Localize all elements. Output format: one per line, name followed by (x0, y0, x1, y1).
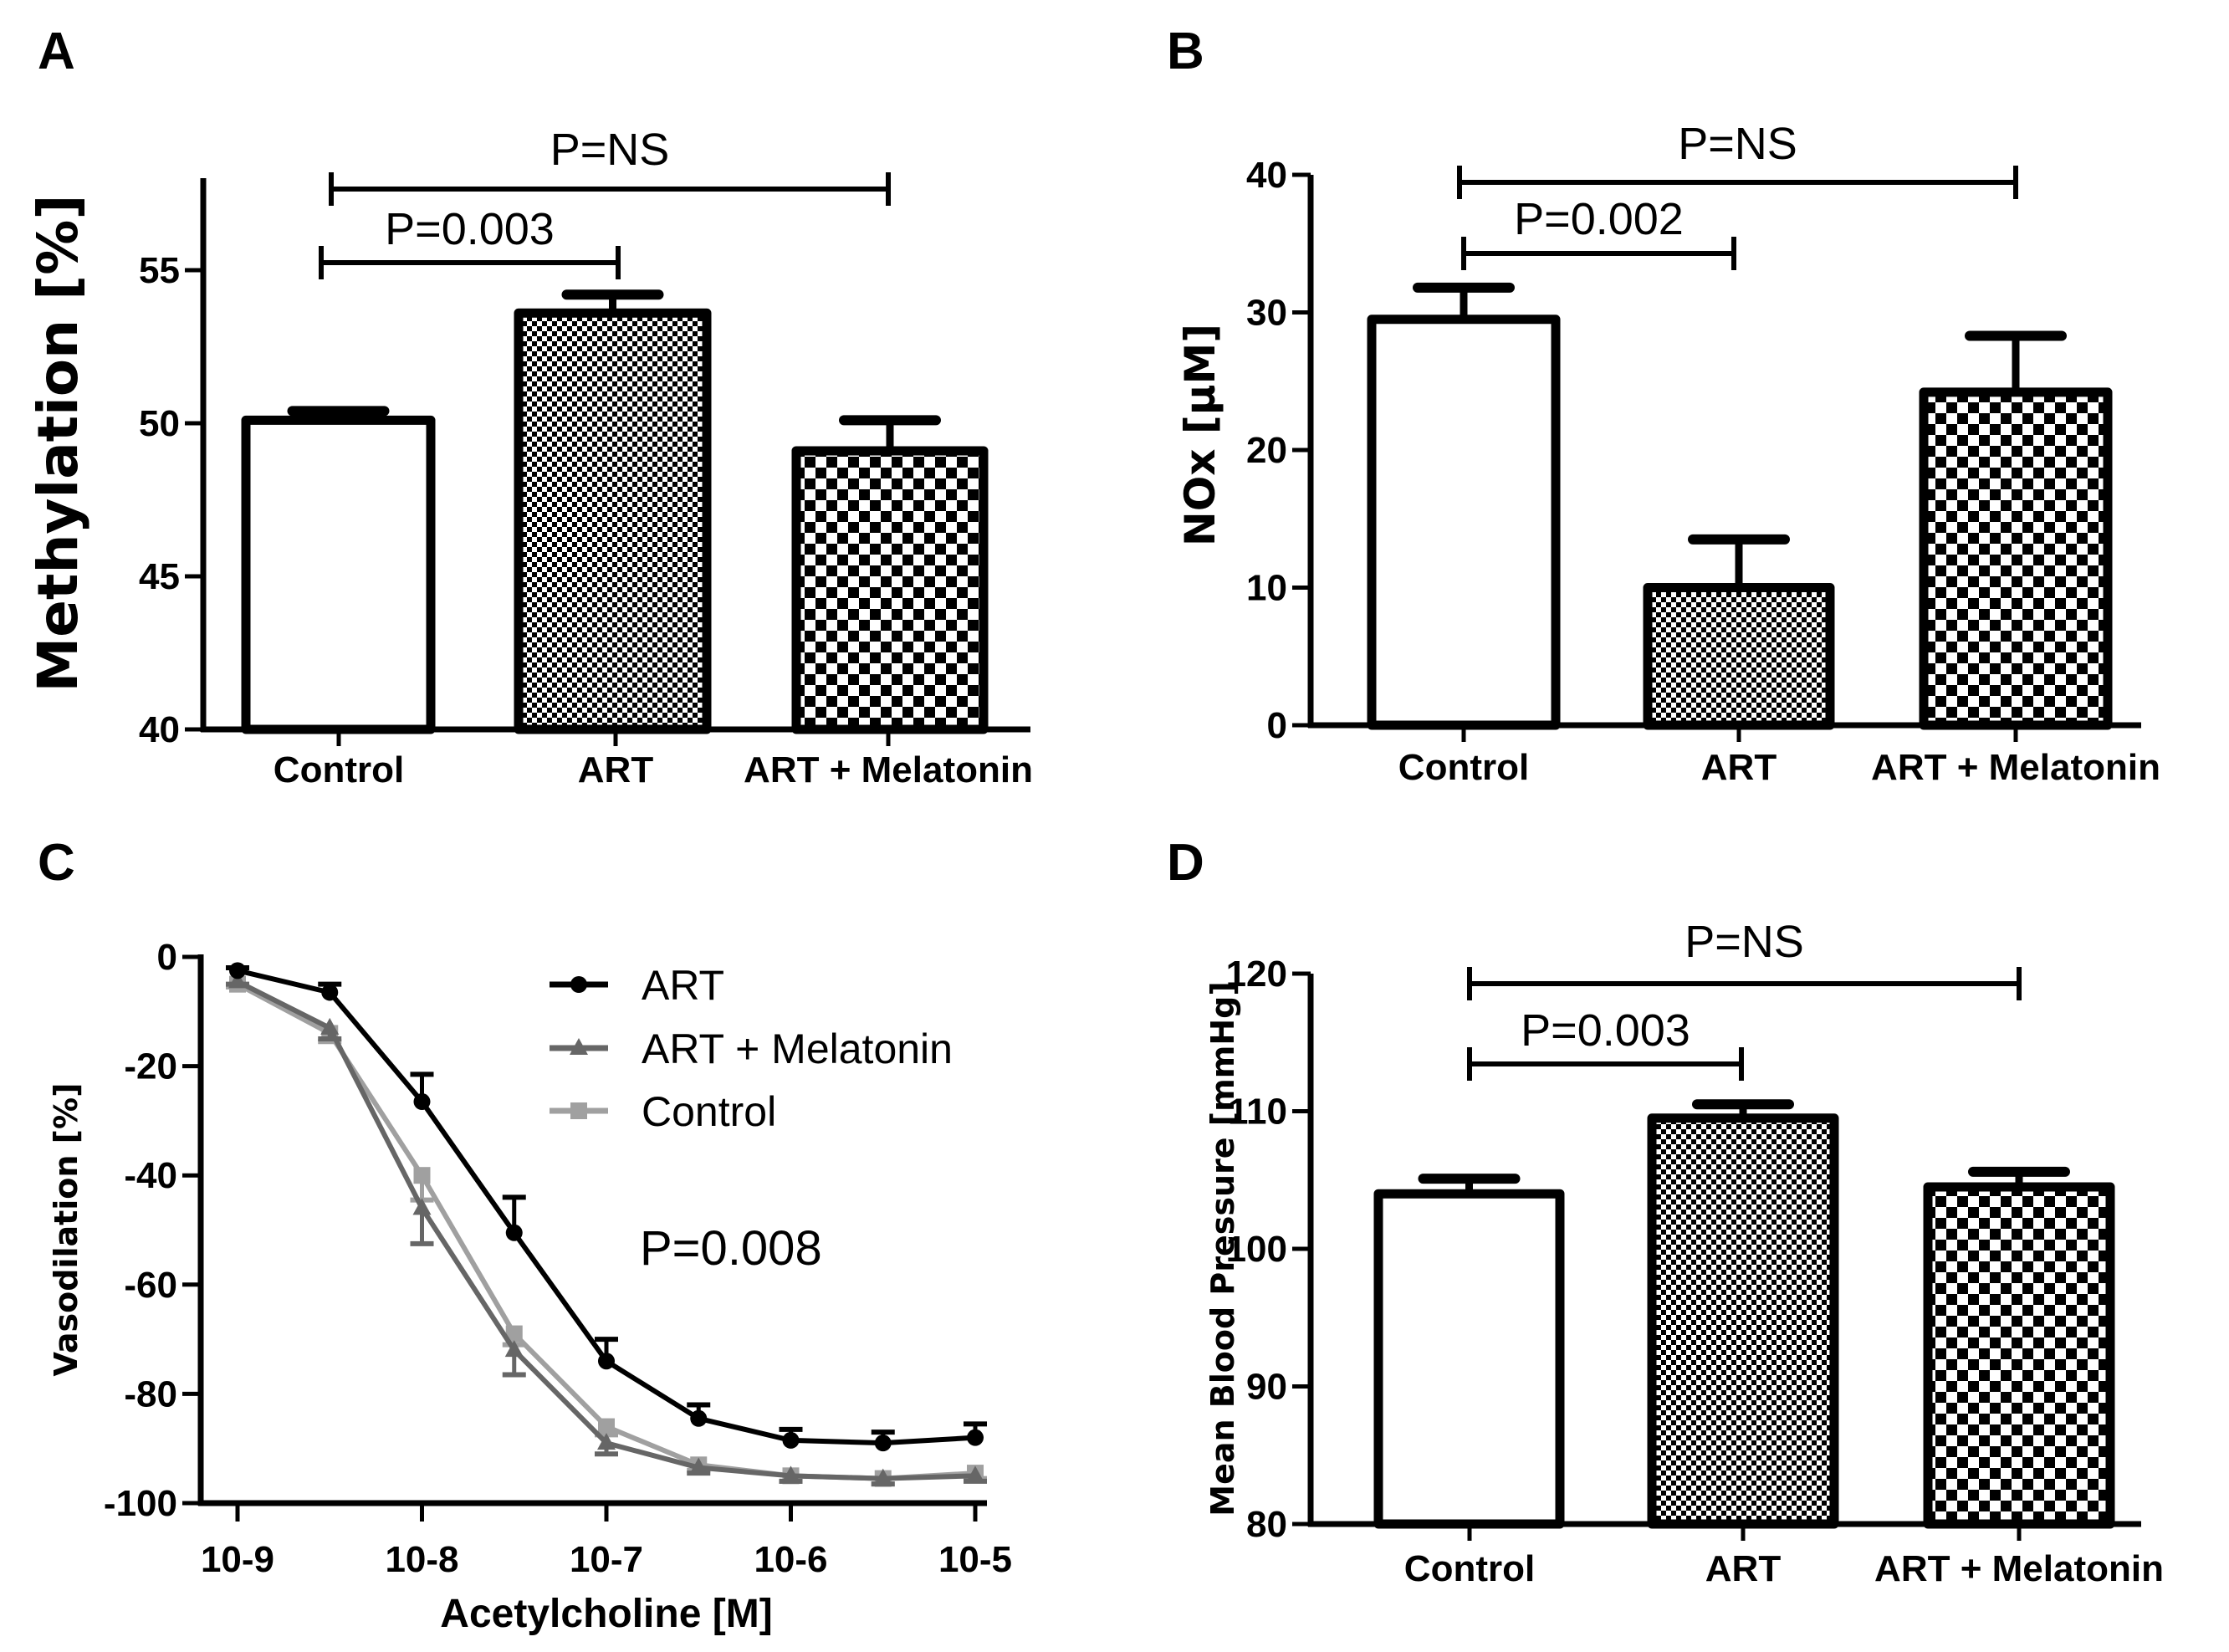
data-point-triangle (320, 1017, 340, 1035)
panel-letter-c: C (38, 834, 75, 892)
data-point-triangle (689, 1457, 708, 1475)
x-category-label: Control (1404, 1548, 1535, 1589)
y-tick-label: 100 (1226, 1229, 1287, 1270)
data-point-triangle (504, 1340, 524, 1358)
p-value-label: P=NS (1678, 119, 1797, 169)
x-category-label: ART + Melatonin (744, 749, 1033, 790)
legend-marker-circle (570, 976, 587, 993)
panel-d-chart: 80 90 100 110 120 Control ART ART + Melatonin P=… (1226, 917, 2164, 1589)
y-tick-label: 0 (157, 937, 177, 978)
legend-label: Control (642, 1088, 776, 1135)
x-category-label: ART + Melatonin (1874, 1548, 2164, 1589)
x-category-label: ART (1701, 747, 1777, 788)
bar (1643, 583, 1835, 730)
panel-letter-a: A (38, 23, 75, 80)
y-tick-label: 10 (1246, 568, 1287, 609)
y-tick-label: 50 (139, 403, 180, 444)
x-tick-label: 10-7 (570, 1539, 643, 1580)
x-category-label: Control (274, 749, 404, 790)
panel-c-chart: 0 -20 -40 -60 -80 -100 10-9 10-8 10-7 10-6 10-5 ART… (104, 937, 1012, 1580)
data-point-circle (782, 1431, 800, 1449)
x-category-label: ART (578, 749, 654, 790)
y-tick-label: -80 (124, 1373, 177, 1414)
y-tick-label: 20 (1246, 430, 1287, 471)
panel-b-chart: 0 10 20 30 40 Control ART ART + Melatonin P=0.00… (1246, 119, 2160, 788)
panel-a-ylabel: Methylation [%] (26, 194, 90, 692)
y-tick-label: -100 (104, 1483, 177, 1524)
y-tick-label: -60 (124, 1265, 177, 1306)
data-point-circle (690, 1409, 708, 1427)
bar (241, 415, 436, 734)
data-point-circle (413, 1093, 431, 1111)
legend-label: ART (642, 962, 724, 1009)
x-category-label: ART (1705, 1548, 1782, 1589)
panel-d-ylabel: Mean Blood Pressure [mmHg] (1204, 981, 1241, 1516)
y-tick-label: 90 (1246, 1367, 1287, 1408)
y-tick-label: 55 (139, 250, 180, 291)
bar (1373, 1189, 1565, 1529)
legend-label: ART + Melatonin (642, 1025, 953, 1072)
data-point-circle (229, 962, 246, 979)
data-point-square (505, 1325, 523, 1343)
legend-marker-triangle (570, 1038, 588, 1055)
p-value-label: P=NS (550, 125, 670, 175)
data-point-square (413, 1167, 431, 1184)
x-category-label: ART + Melatonin (1871, 747, 2160, 788)
data-point-circle (505, 1224, 523, 1241)
panel-c-xlabel: Acetylcholine [M] (440, 1592, 772, 1636)
x-category-label: Control (1398, 747, 1529, 788)
data-point-triangle (781, 1465, 800, 1483)
p-value-label: P=0.003 (385, 204, 555, 254)
y-tick-label: 80 (1246, 1504, 1287, 1545)
legend-marker-square (570, 1102, 587, 1119)
y-tick-label: 30 (1246, 293, 1287, 334)
y-tick-label: 110 (1228, 1092, 1287, 1133)
bar (1919, 387, 2113, 730)
bar (1923, 1182, 2115, 1529)
x-tick-label: 10-8 (385, 1539, 458, 1580)
data-point-triangle (597, 1433, 616, 1450)
y-tick-label: 40 (139, 709, 180, 750)
y-tick-label: 120 (1226, 954, 1287, 995)
x-tick-label: 10-5 (938, 1539, 1012, 1580)
data-point-circle (874, 1435, 892, 1452)
data-point-triangle (966, 1465, 984, 1483)
bar (1647, 1113, 1839, 1529)
panel-b-ylabel: NOx [μM] (1176, 324, 1224, 546)
p-value-label: P=0.002 (1514, 194, 1684, 244)
p-value-label: P=0.003 (1521, 1005, 1690, 1056)
data-point-square (598, 1418, 615, 1435)
bar (791, 446, 989, 734)
panel-c-ylabel: Vasodilation [%] (48, 1083, 84, 1377)
y-tick-label: 40 (1246, 155, 1287, 196)
panel-letter-b: B (1167, 23, 1204, 80)
panel-a-chart: 40 45 50 55 Control ART ART + Melatonin P=0.003… (139, 125, 1033, 790)
p-value-label: P=NS (1685, 917, 1804, 967)
bar (1367, 315, 1561, 730)
x-tick-label: 10-9 (201, 1539, 274, 1580)
data-point-triangle (412, 1198, 432, 1215)
data-point-triangle (228, 971, 247, 989)
data-point-circle (967, 1429, 984, 1446)
data-point-circle (598, 1353, 615, 1370)
data-point-circle (321, 984, 339, 1001)
p-value-annotation: P=0.008 (640, 1221, 822, 1276)
y-tick-label: 45 (139, 556, 180, 597)
bar (514, 308, 712, 734)
data-point-triangle (873, 1468, 892, 1486)
panel-letter-d: D (1167, 834, 1204, 892)
y-tick-label: 0 (1267, 705, 1287, 746)
y-tick-label: -20 (124, 1046, 177, 1087)
y-tick-label: -40 (124, 1155, 177, 1196)
x-tick-label: 10-6 (754, 1539, 827, 1580)
